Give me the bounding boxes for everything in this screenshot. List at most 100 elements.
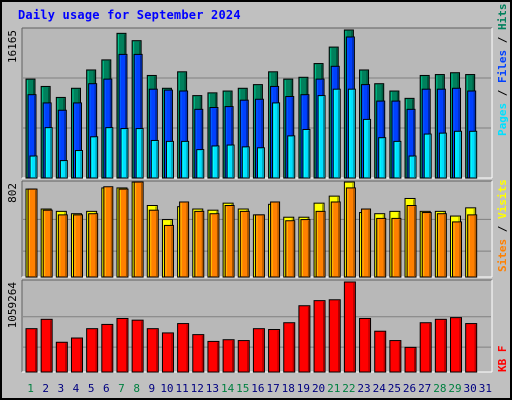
bar-pages-14	[226, 144, 235, 179]
bar-kb-f-11	[177, 323, 190, 373]
bar-kb-f-13	[207, 340, 220, 373]
x-tick-label-13: 13	[206, 382, 219, 395]
bar-kb-f-4	[70, 337, 83, 373]
bar-pages-12	[196, 149, 205, 179]
bar-pages-3	[59, 160, 68, 179]
bar-kb-f-22	[343, 281, 356, 373]
x-tick-label-6: 6	[103, 382, 110, 395]
bar-sites-14	[224, 205, 235, 278]
chart-title: Daily usage for September 2024	[18, 8, 241, 22]
x-tick-label-16: 16	[251, 382, 264, 395]
legend-sep: /	[496, 30, 509, 50]
legend-bottom: KB F	[496, 346, 509, 373]
bar-pages-11	[181, 140, 190, 179]
bar-sites-13	[209, 213, 220, 278]
x-tick-label-26: 26	[403, 382, 416, 395]
bar-sites-28	[436, 213, 447, 278]
bar-pages-23	[363, 118, 372, 179]
bar-kb-f-17	[268, 329, 281, 373]
bar-kb-f-2	[40, 318, 53, 373]
x-tick-label-7: 7	[118, 382, 125, 395]
bar-sites-29	[452, 221, 463, 278]
bar-kb-f-1	[25, 328, 38, 373]
bar-sites-12	[194, 210, 205, 278]
x-tick-label-22: 22	[342, 382, 355, 395]
bar-sites-5	[88, 213, 99, 278]
x-tick-label-19: 19	[297, 382, 310, 395]
x-tick-label-5: 5	[88, 382, 95, 395]
bar-kb-f-19	[298, 305, 311, 373]
bar-pages-27	[423, 133, 432, 179]
bar-kb-f-5	[86, 328, 99, 373]
bar-pages-4	[74, 150, 83, 179]
x-tick-label-21: 21	[327, 382, 340, 395]
bar-sites-11	[179, 201, 190, 278]
bar-sites-4	[72, 214, 83, 278]
bar-pages-28	[438, 132, 447, 179]
bar-pages-19	[302, 128, 311, 179]
bar-pages-1	[29, 155, 38, 179]
x-tick-label-15: 15	[236, 382, 249, 395]
bar-kb-f-30	[465, 323, 478, 373]
x-tick-label-1: 1	[27, 382, 34, 395]
bar-kb-f-12	[192, 334, 205, 373]
x-tick-label-27: 27	[418, 382, 431, 395]
bar-kb-f-10	[161, 332, 174, 373]
bar-pages-15	[241, 146, 250, 179]
bar-pages-7	[120, 128, 129, 179]
bar-sites-24	[376, 217, 387, 278]
x-tick-label-12: 12	[191, 382, 204, 395]
bar-sites-6	[103, 186, 114, 278]
x-tick-label-23: 23	[357, 382, 370, 395]
bar-sites-7	[118, 188, 129, 278]
x-tick-label-30: 30	[464, 382, 477, 395]
bar-pages-10	[165, 140, 174, 179]
bar-pages-17	[272, 102, 281, 179]
bar-sites-18	[285, 220, 296, 278]
x-tick-label-17: 17	[266, 382, 279, 395]
x-tick-label-4: 4	[73, 382, 80, 395]
bar-pages-8	[135, 128, 144, 179]
bar-pages-22	[347, 88, 356, 179]
bar-kb-f-26	[404, 346, 417, 373]
ymax-label-visits: 802	[6, 183, 19, 203]
bar-sites-16	[254, 214, 265, 278]
bar-sites-21	[330, 201, 341, 278]
bar-sites-22	[345, 187, 356, 278]
bar-kb-f-21	[328, 299, 341, 373]
bar-sites-2	[42, 209, 53, 278]
bar-kb-f-8	[131, 319, 144, 373]
legend-pages: Pages	[496, 103, 509, 136]
x-tick-label-25: 25	[388, 382, 401, 395]
bar-sites-17	[270, 201, 281, 278]
x-tick-label-24: 24	[373, 382, 387, 395]
bar-pages-16	[256, 147, 265, 179]
bar-pages-30	[469, 130, 478, 179]
x-tick-label-8: 8	[133, 382, 140, 395]
bar-sites-19	[300, 219, 311, 278]
bar-kb-f-15	[237, 340, 250, 373]
bar-sites-1	[27, 188, 38, 278]
bar-pages-21	[332, 88, 341, 179]
x-tick-label-2: 2	[42, 382, 49, 395]
legend-hits: Hits	[496, 4, 509, 31]
bar-pages-5	[90, 136, 99, 179]
bar-sites-30	[467, 214, 478, 278]
legend-sep: /	[496, 219, 509, 239]
bar-pages-9	[150, 139, 159, 179]
x-tick-label-18: 18	[282, 382, 295, 395]
bar-sites-9	[148, 209, 159, 278]
bar-sites-26	[406, 205, 417, 278]
x-tick-label-3: 3	[58, 382, 65, 395]
bar-pages-24	[378, 137, 387, 179]
bar-pages-13	[211, 145, 220, 179]
legend-sep: /	[496, 83, 509, 103]
bar-sites-20	[315, 210, 326, 278]
x-tick-label-31: 31	[479, 382, 492, 395]
legend-mid: Sites / Visits	[496, 179, 509, 272]
bar-kb-f-29	[450, 317, 463, 373]
x-tick-label-28: 28	[433, 382, 446, 395]
bar-kb-f-20	[313, 300, 326, 373]
